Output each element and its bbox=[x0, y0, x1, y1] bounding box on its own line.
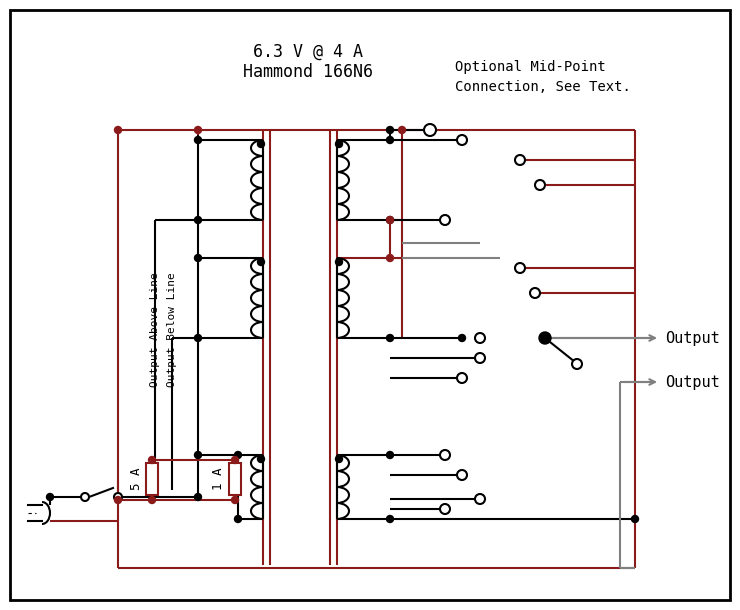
Circle shape bbox=[195, 254, 201, 262]
Circle shape bbox=[572, 359, 582, 369]
Circle shape bbox=[457, 470, 467, 480]
Circle shape bbox=[195, 493, 201, 500]
Circle shape bbox=[475, 353, 485, 363]
Circle shape bbox=[386, 217, 394, 223]
Text: 5 A: 5 A bbox=[130, 468, 143, 490]
Text: 1 A: 1 A bbox=[212, 468, 224, 490]
Circle shape bbox=[195, 217, 201, 223]
Circle shape bbox=[515, 263, 525, 273]
Circle shape bbox=[195, 126, 201, 134]
Text: Output Above Line: Output Above Line bbox=[150, 273, 160, 387]
Circle shape bbox=[235, 515, 241, 523]
Circle shape bbox=[386, 217, 394, 223]
Circle shape bbox=[440, 450, 450, 460]
Text: Optional Mid-Point: Optional Mid-Point bbox=[455, 60, 606, 74]
Circle shape bbox=[335, 140, 343, 148]
Circle shape bbox=[386, 334, 394, 342]
Text: Output Below Line: Output Below Line bbox=[167, 273, 177, 387]
Circle shape bbox=[424, 124, 436, 136]
Circle shape bbox=[195, 137, 201, 143]
Circle shape bbox=[631, 515, 639, 523]
Circle shape bbox=[399, 126, 406, 134]
Circle shape bbox=[457, 135, 467, 145]
Text: Output: Output bbox=[665, 375, 720, 390]
Circle shape bbox=[258, 259, 264, 265]
Circle shape bbox=[386, 451, 394, 459]
Circle shape bbox=[232, 497, 238, 503]
Circle shape bbox=[386, 515, 394, 523]
Bar bbox=[146, 463, 158, 495]
Text: Hammond 166N6: Hammond 166N6 bbox=[243, 63, 373, 81]
Circle shape bbox=[195, 451, 201, 459]
Circle shape bbox=[149, 497, 155, 503]
Circle shape bbox=[235, 451, 241, 459]
Circle shape bbox=[195, 334, 201, 342]
Circle shape bbox=[440, 215, 450, 225]
Circle shape bbox=[115, 126, 121, 134]
Circle shape bbox=[440, 504, 450, 514]
Circle shape bbox=[335, 259, 343, 265]
Text: 6.3 V @ 4 A: 6.3 V @ 4 A bbox=[253, 43, 363, 61]
Circle shape bbox=[386, 137, 394, 143]
Circle shape bbox=[335, 456, 343, 462]
Circle shape bbox=[258, 140, 264, 148]
Circle shape bbox=[115, 497, 121, 503]
Circle shape bbox=[114, 493, 122, 501]
Circle shape bbox=[81, 493, 89, 501]
Circle shape bbox=[515, 155, 525, 165]
Circle shape bbox=[459, 334, 465, 342]
Circle shape bbox=[535, 180, 545, 190]
Circle shape bbox=[149, 456, 155, 464]
Circle shape bbox=[386, 254, 394, 262]
Circle shape bbox=[457, 373, 467, 383]
Circle shape bbox=[539, 332, 551, 344]
Bar bbox=[229, 463, 241, 495]
Circle shape bbox=[530, 288, 540, 298]
Text: Connection, See Text.: Connection, See Text. bbox=[455, 80, 631, 94]
Circle shape bbox=[475, 333, 485, 343]
Circle shape bbox=[232, 456, 238, 464]
Circle shape bbox=[47, 493, 53, 500]
Text: Output: Output bbox=[665, 331, 720, 345]
Circle shape bbox=[475, 494, 485, 504]
Circle shape bbox=[258, 456, 264, 462]
Circle shape bbox=[386, 126, 394, 134]
